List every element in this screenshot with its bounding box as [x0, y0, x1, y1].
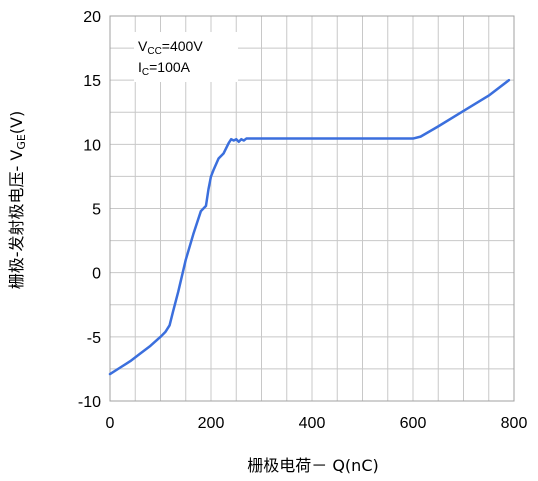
y-tick-label: 10: [83, 137, 101, 154]
plot-frame: [109, 15, 515, 402]
series-line: [108, 78, 511, 376]
y-axis-label: 栅极-发射极电压- VGE(V): [7, 111, 28, 290]
x-tick-label: 0: [106, 415, 115, 432]
x-tick-label: 800: [501, 415, 528, 432]
x-axis-label: 栅极电荷－ Q(nC): [247, 456, 378, 475]
annotation-box: VCC=400V IC=100A: [134, 32, 238, 82]
y-tick-label: 15: [83, 73, 101, 90]
y-tick-label: -10: [78, 394, 101, 411]
grid: [110, 16, 514, 401]
x-tick-label: 200: [198, 415, 225, 432]
x-tick-label: 400: [299, 415, 326, 432]
y-tick-label: 0: [92, 266, 101, 283]
y-tick-label: -5: [87, 330, 101, 347]
tick-labels: 0 200 400 600 800 -10 -5 0 5 10 15 20: [78, 9, 528, 432]
ic-annotation: IC=100A: [138, 59, 191, 78]
x-tick-label: 600: [400, 415, 427, 432]
vcc-annotation: VCC=400V: [138, 38, 203, 57]
y-tick-label: 5: [92, 202, 101, 219]
y-tick-label: 20: [83, 9, 101, 26]
